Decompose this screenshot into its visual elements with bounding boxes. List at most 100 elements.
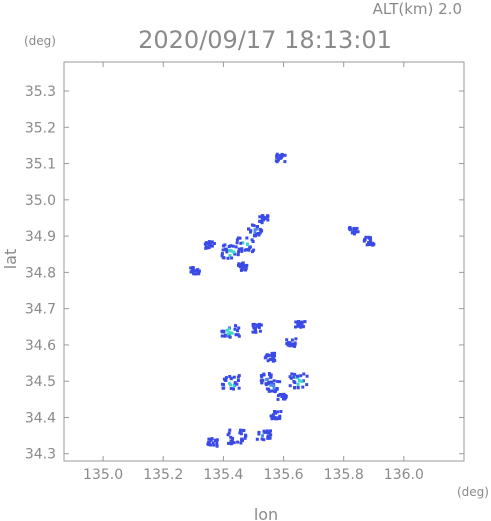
echo-pixel — [274, 411, 278, 415]
echo-pixel — [272, 357, 276, 361]
echo-pixel — [250, 238, 254, 242]
echo-pixel — [294, 337, 298, 341]
echo-pixel — [297, 379, 301, 383]
echo-pixel — [280, 393, 283, 397]
echo-pixel — [262, 218, 266, 222]
echo-pixel — [299, 374, 303, 378]
x-tick-label: 135.8 — [324, 467, 364, 483]
echo-pixel — [265, 429, 269, 433]
echo-pixel — [236, 253, 240, 257]
echo-pixel — [272, 416, 276, 420]
echo-pixel — [278, 380, 282, 384]
echo-cell — [274, 152, 287, 164]
echo-pixel — [247, 248, 251, 252]
echo-pixel — [212, 242, 216, 245]
echo-pixel — [254, 330, 258, 334]
echo-pixel — [222, 386, 226, 390]
echo-pixel — [280, 154, 284, 158]
echo-pixel — [249, 230, 252, 234]
echo-cell — [203, 240, 216, 250]
echo-pixel — [289, 376, 293, 380]
echo-pixel — [245, 248, 249, 252]
echo-pixel — [288, 384, 292, 388]
echo-pixel — [305, 374, 309, 378]
echo-pixel — [229, 244, 233, 248]
echo-pixel — [363, 238, 366, 242]
echo-pixel — [223, 247, 227, 251]
x-tick-label: 135.2 — [143, 467, 183, 483]
echo-pixel — [288, 342, 292, 346]
echo-pixel — [229, 376, 233, 380]
echo-pixel — [301, 379, 305, 383]
echo-pixel — [240, 249, 244, 253]
echo-pixel — [232, 384, 236, 388]
echo-pixel — [227, 334, 231, 338]
timestamp-title: 2020/09/17 18:13:01 — [138, 26, 392, 54]
echo-pixel — [241, 241, 245, 245]
echo-pixel — [209, 438, 213, 442]
echo-pixel — [255, 227, 259, 231]
echo-pixel — [239, 268, 243, 272]
echo-cell — [288, 372, 309, 390]
echo-pixel — [294, 325, 297, 329]
echo-cell — [206, 437, 219, 448]
echo-cell — [220, 324, 241, 339]
echo-pixel — [227, 245, 231, 248]
echo-pixel — [192, 272, 196, 276]
echo-pixel — [297, 320, 300, 323]
echo-pixel — [226, 332, 230, 336]
echo-pixel — [232, 441, 236, 445]
echo-pixel — [270, 389, 274, 393]
echo-pixel — [355, 226, 359, 230]
echo-pixel — [228, 331, 232, 335]
echo-pixel — [266, 359, 270, 363]
echo-pixel — [239, 241, 243, 245]
echo-pixel — [273, 351, 276, 355]
echo-pixel — [210, 240, 214, 244]
echo-pixel — [197, 272, 201, 276]
echo-pixel — [236, 379, 240, 382]
echo-pixel — [252, 248, 256, 252]
echo-pixel — [232, 250, 236, 254]
echo-pixel — [251, 323, 255, 326]
echo-pixel — [262, 429, 266, 433]
echo-pixel — [237, 262, 241, 266]
echo-pixel — [220, 382, 224, 386]
echo-pixel — [238, 265, 242, 269]
echo-pixel — [266, 377, 270, 381]
echo-pixel — [225, 328, 229, 332]
echo-pixel — [246, 242, 249, 246]
echo-pixel — [292, 380, 296, 383]
echo-pixel — [276, 397, 280, 401]
echo-pixel — [364, 235, 368, 239]
echo-pixel — [293, 372, 297, 376]
echo-pixel — [271, 354, 275, 358]
echo-pixel — [206, 442, 210, 446]
radar-echo-layer — [189, 152, 376, 448]
echo-pixel — [225, 250, 229, 254]
echo-pixel — [283, 160, 287, 164]
echo-pixel — [226, 256, 230, 260]
echo-pixel — [266, 354, 270, 358]
echo-pixel — [227, 431, 231, 435]
echo-cell — [294, 320, 307, 329]
y-tick-label: 34.6 — [25, 338, 56, 354]
echo-pixel — [241, 263, 245, 267]
echo-pixel — [253, 234, 256, 238]
echo-pixel — [244, 268, 247, 272]
echo-pixel — [239, 432, 243, 436]
echo-pixel — [300, 320, 304, 324]
echo-pixel — [279, 410, 283, 413]
echo-pixel — [285, 338, 289, 342]
y-tick-label: 34.7 — [25, 302, 56, 318]
echo-pixel — [369, 238, 373, 242]
echo-pixel — [272, 379, 276, 383]
echo-pixel — [236, 333, 240, 337]
echo-pixel — [293, 343, 297, 347]
echo-pixel — [368, 243, 372, 246]
y-tick-label: 35.3 — [25, 84, 56, 100]
echo-pixel — [245, 263, 249, 267]
echo-pixel — [280, 395, 284, 398]
echo-pixel — [365, 243, 369, 247]
echo-pixel — [258, 215, 262, 219]
